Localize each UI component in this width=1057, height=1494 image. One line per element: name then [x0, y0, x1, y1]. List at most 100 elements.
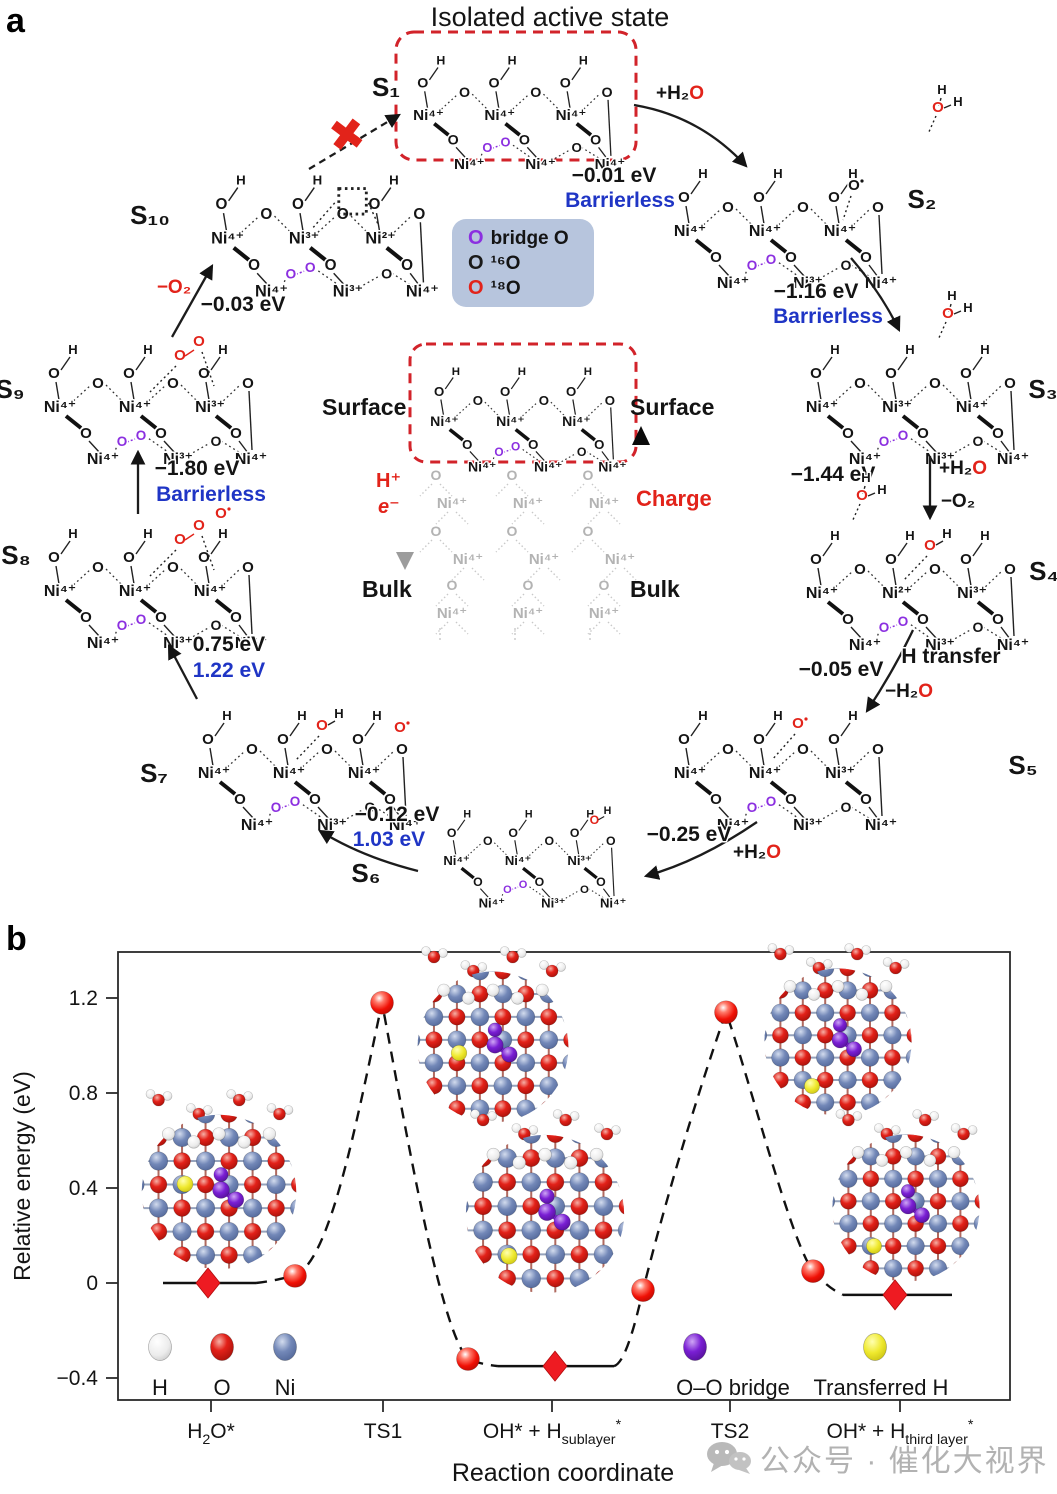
ni-site: Ni⁴⁺ [235, 635, 267, 652]
panel-a-title: Isolated active state [430, 2, 670, 32]
text-label: O [992, 611, 1004, 628]
bridge-o: O [136, 612, 147, 627]
ni-site: Ni⁴⁺ [556, 107, 587, 124]
text-label: O [885, 551, 897, 568]
ni-site: Ni³⁺ [957, 585, 987, 602]
ni-site: Ni⁴⁺ [443, 853, 470, 868]
text-label: O [155, 609, 167, 626]
text-label: O [841, 799, 852, 815]
ni-site: Ni⁴⁺ [468, 459, 496, 475]
data-point-sphere [801, 1259, 825, 1283]
text-label: O [216, 196, 228, 213]
water-molecule: HO H [851, 469, 888, 523]
structure-inset [465, 1109, 625, 1294]
text-label: Ni⁴⁺ [513, 605, 543, 622]
text-label: H [980, 342, 989, 357]
text-label: Ni⁴⁺ [529, 551, 559, 568]
text-label: O [80, 425, 92, 442]
text-label: O [413, 206, 425, 223]
text-label: O [462, 437, 472, 452]
text-label: O [602, 85, 613, 101]
transition-energy: 0.75 eV [193, 633, 265, 656]
ni-site: Ni⁴⁺ [674, 223, 706, 240]
text-label: H [877, 482, 886, 497]
text-label: O [316, 717, 328, 734]
bridge-o: O [136, 428, 147, 443]
ni-site: Ni⁴⁺ [198, 765, 230, 782]
text-label: O [401, 257, 413, 274]
panel-a-label: a [6, 2, 25, 40]
text-label: H [905, 528, 914, 543]
transition-barrier: 1.22 eV [193, 659, 265, 682]
text-label: O [605, 393, 615, 408]
text-label: O [174, 347, 186, 364]
ni-site: Ni⁴⁺ [717, 275, 749, 292]
text-label: O [841, 257, 852, 273]
text-label: O [710, 791, 722, 808]
transition-reagent: −O₂ [941, 491, 975, 512]
text-label: H [218, 342, 227, 357]
text-label: O [992, 425, 1004, 442]
ni-site: Ni⁴⁺ [749, 765, 781, 782]
ni-site: Ni³⁺ [163, 635, 193, 652]
transition-arrow-S₁₀-S₁ [308, 113, 401, 170]
text-label: O [596, 875, 606, 889]
text-label: O [507, 523, 518, 539]
text-label: O [92, 375, 104, 392]
y-tick-label: 1.2 [69, 987, 98, 1010]
text-label: O [973, 619, 984, 635]
data-point-sphere [283, 1264, 307, 1288]
chart-legend-label: Ni [275, 1375, 296, 1400]
text-label: O [507, 467, 518, 483]
text-label: H [773, 708, 782, 723]
x-axis-title: Reaction coordinate [452, 1459, 674, 1487]
state-label: S₄ [1029, 556, 1057, 586]
text-label: O [929, 375, 941, 392]
text-label: H [313, 173, 323, 188]
text-label: O [211, 617, 222, 633]
blocked-cross-icon: ✖ [325, 109, 368, 163]
text-label: O [854, 561, 866, 578]
text-label: H [218, 526, 227, 541]
text-label: H [525, 808, 533, 820]
text-label: O [528, 437, 538, 452]
chart-legend-sphere [273, 1333, 297, 1361]
ni-site: Ni²⁺ [882, 585, 912, 602]
text-label: H [579, 54, 588, 68]
chart-legend-label: Transferred H [814, 1375, 949, 1400]
text-label: O [590, 133, 601, 149]
text-label: H [980, 528, 989, 543]
text-label: O [198, 365, 210, 382]
transition-arrow-S₇-S₈ [167, 644, 199, 700]
transition-arrow-S₉-S₁₀ [170, 264, 214, 338]
transition-energy: −1.44 eV [791, 463, 876, 486]
text-label: Ni⁴⁺ [589, 495, 619, 512]
text-label: O [381, 266, 392, 282]
text-label: O [260, 206, 272, 223]
ni-site: Ni³⁺ [541, 896, 565, 911]
ni-site: Ni⁴⁺ [454, 156, 485, 173]
text-label: H [861, 470, 870, 485]
text-label: O [973, 433, 984, 449]
text-label: H [963, 300, 972, 315]
text-label: O [710, 249, 722, 266]
text-label: O [167, 559, 179, 576]
x-tick-label: H2O* [187, 1420, 235, 1448]
state-label: S₅ [1008, 750, 1037, 780]
text-label: O [577, 445, 587, 459]
bridge-o: O [494, 445, 503, 459]
text-label: O [230, 425, 242, 442]
energy-profile-canvas: 1.2 0.8 0.4 0 −0.4 H2O* TS1 OH* + Hsublayer* TS2… [9, 943, 1011, 1487]
bridge-o: O [290, 794, 301, 809]
ni-site: Ni⁴⁺ [413, 107, 444, 124]
chart-legend-sphere [863, 1333, 887, 1361]
text-label: O [352, 731, 364, 748]
state-label: S₃ [1028, 374, 1057, 404]
text-label: O [434, 384, 444, 399]
data-point-diamond [195, 1267, 221, 1299]
ni-site: Ni³⁺ [925, 637, 955, 654]
text-label: O [848, 177, 860, 194]
ni-site: Ni⁴⁺ [348, 765, 380, 782]
ni-site: Ni⁴⁺ [806, 399, 838, 416]
text-label: H [334, 706, 343, 721]
